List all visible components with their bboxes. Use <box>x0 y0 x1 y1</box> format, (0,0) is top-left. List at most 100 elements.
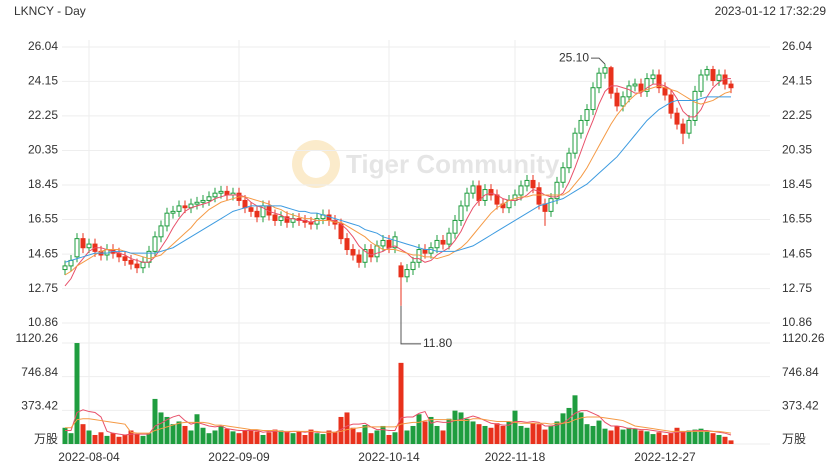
volume-bar <box>344 412 350 444</box>
volume-bar <box>434 425 440 444</box>
candle-body <box>692 90 698 121</box>
volume-bar <box>632 428 638 444</box>
y-tick-label: 10.86 <box>28 315 58 329</box>
volume-bar <box>134 434 140 444</box>
candle-body <box>404 269 410 278</box>
watermark-text: Tiger Community <box>346 149 560 179</box>
volume-bar <box>662 434 668 444</box>
volume-bar <box>566 407 572 444</box>
volume-bar <box>374 430 380 444</box>
volume-tick-label-right: 1120.26 <box>782 331 825 345</box>
candle-body <box>368 249 374 258</box>
volume-bar <box>500 425 506 444</box>
volume-average <box>65 416 732 434</box>
volume-bar <box>626 427 632 444</box>
volume-bar <box>290 433 296 444</box>
volume-bar <box>152 398 158 444</box>
x-tick-label: 2022-08-04 <box>58 450 120 464</box>
volume-bar <box>236 433 242 444</box>
candle-body <box>608 67 614 94</box>
volume-bar <box>650 434 656 444</box>
candle-body <box>464 192 470 207</box>
y-tick-label-right: 26.04 <box>782 39 812 53</box>
candle-body <box>128 259 134 265</box>
candle-body <box>680 123 686 134</box>
candle-body <box>386 239 392 249</box>
volume-bar <box>422 421 428 444</box>
candle-body <box>536 187 542 205</box>
candle-body <box>422 249 428 254</box>
candle-body <box>344 238 350 251</box>
candle-body <box>458 205 464 221</box>
volume-bar <box>212 430 218 444</box>
candle-body <box>182 205 188 209</box>
volume-bar <box>338 416 344 444</box>
volume-bar <box>194 414 200 444</box>
candle-body <box>134 263 140 269</box>
volume-bar <box>716 434 722 444</box>
candle-body <box>380 239 386 247</box>
candle-body <box>554 181 560 200</box>
volume-tick-label: 746.84 <box>21 365 58 379</box>
volume-bar <box>410 425 416 444</box>
candle-body <box>170 210 176 214</box>
volume-bar <box>332 432 338 444</box>
volume-bar <box>86 430 92 444</box>
y-tick-label: 12.75 <box>28 281 58 295</box>
candle-body <box>698 74 704 92</box>
volume-bar <box>692 429 698 444</box>
volume-bar <box>584 424 590 444</box>
candle-body <box>686 119 692 134</box>
candle-body <box>86 243 92 249</box>
candle-body <box>362 249 368 263</box>
volume-bar <box>614 425 620 444</box>
volume-bar <box>284 432 290 444</box>
volume-bar <box>518 425 524 444</box>
volume-bar <box>674 427 680 444</box>
volume-bar <box>350 427 356 444</box>
volume-bar <box>218 425 224 444</box>
candle-body <box>374 245 380 258</box>
volume-bar <box>698 428 704 444</box>
y-tick-label-right: 14.65 <box>782 246 812 260</box>
volume-bar <box>62 427 68 444</box>
y-tick-label: 24.15 <box>28 74 58 88</box>
volume-bar <box>314 433 320 444</box>
y-tick-label-right: 24.15 <box>782 74 812 88</box>
annotation: 11.80 <box>423 336 452 350</box>
y-tick-label: 22.25 <box>28 108 58 122</box>
volume-bar <box>128 430 134 444</box>
volume-bar <box>440 430 446 444</box>
volume-bar <box>548 425 554 444</box>
candle-body <box>656 74 662 89</box>
y-tick-label: 14.65 <box>28 246 58 260</box>
volume-bar <box>728 440 734 444</box>
volume-bar <box>416 414 422 444</box>
volume-bar <box>470 421 476 444</box>
volume-bar <box>386 434 392 444</box>
volume-bar <box>428 416 434 444</box>
volume-bar <box>398 362 404 444</box>
volume-bar <box>608 430 614 444</box>
volume-bar <box>110 433 116 444</box>
volume-bar <box>308 429 314 444</box>
moving-average <box>64 85 732 276</box>
volume-bar <box>380 425 386 444</box>
volume-bar <box>452 410 458 444</box>
volume-bar <box>296 431 302 444</box>
candle-body <box>614 92 620 107</box>
timestamp: 2023-01-12 17:32:29 <box>715 4 827 18</box>
volume-bar <box>320 434 326 444</box>
annotation-line <box>400 305 421 345</box>
watermark: Tiger Community <box>292 140 560 188</box>
volume-bar <box>188 430 194 444</box>
volume-bar <box>230 431 236 444</box>
candle-body <box>392 236 398 249</box>
candle-body <box>356 254 362 263</box>
candle-body <box>632 83 638 87</box>
volume-bar <box>590 425 596 444</box>
candle-body <box>272 214 278 221</box>
candle-body <box>398 265 404 278</box>
volume-bar <box>74 343 80 444</box>
volume-bar <box>620 429 626 444</box>
